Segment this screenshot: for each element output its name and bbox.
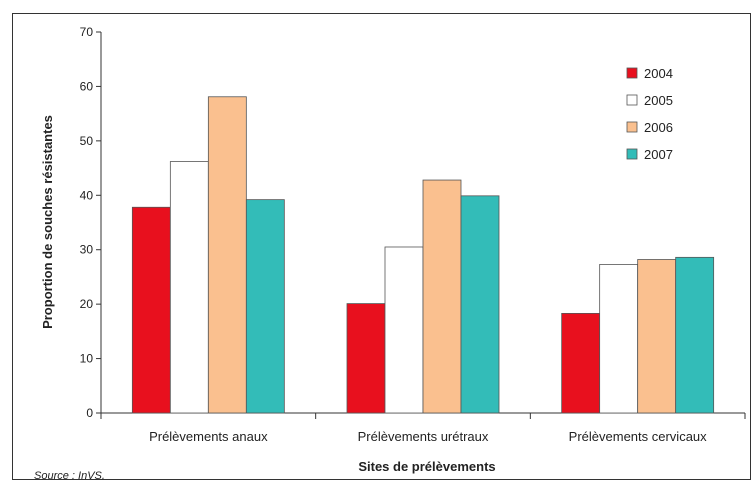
legend-label-2004: 2004 [644,66,673,81]
legend-swatch-2005 [626,94,638,106]
bar-2007-3 [675,256,715,414]
x-category-label: Prélèvements cervicaux [569,429,707,444]
source-note: Source : InVS. [34,470,105,482]
y-tick-label: 50 [80,134,94,148]
y-tick-label: 10 [80,352,94,366]
bar-2006-3 [637,259,677,414]
bar-2004-2 [346,303,386,414]
y-tick-label: 70 [80,25,94,39]
y-tick-label: 60 [80,79,94,93]
y-tick-label: 20 [80,297,94,311]
x-axis-title: Sites de prélèvements [358,459,495,474]
legend-label-2005: 2005 [644,93,673,108]
legend-label-2006: 2006 [644,120,673,135]
bar-2005-1 [169,161,209,414]
x-category-label: Prélèvements anaux [149,429,268,444]
bar-2007-1 [245,199,285,414]
bar-2005-3 [599,264,639,414]
y-axis-title: Proportion de souches résistantes [40,115,55,329]
bar-2004-3 [561,312,601,414]
bar-2006-1 [207,96,247,414]
bar-2004-1 [131,206,171,414]
y-tick-label: 30 [80,243,94,257]
y-tick-label: 40 [80,188,94,202]
y-tick-label: 0 [86,406,93,420]
bar-2006-2 [422,179,462,414]
legend-label-2007: 2007 [644,147,673,162]
legend-swatch-2004 [626,67,638,79]
legend-swatch-2006 [626,121,638,133]
legend-swatch-2007 [626,148,638,160]
bar-2005-2 [384,246,424,414]
x-category-label: Prélèvements urétraux [358,429,489,444]
bar-2007-2 [460,195,500,414]
